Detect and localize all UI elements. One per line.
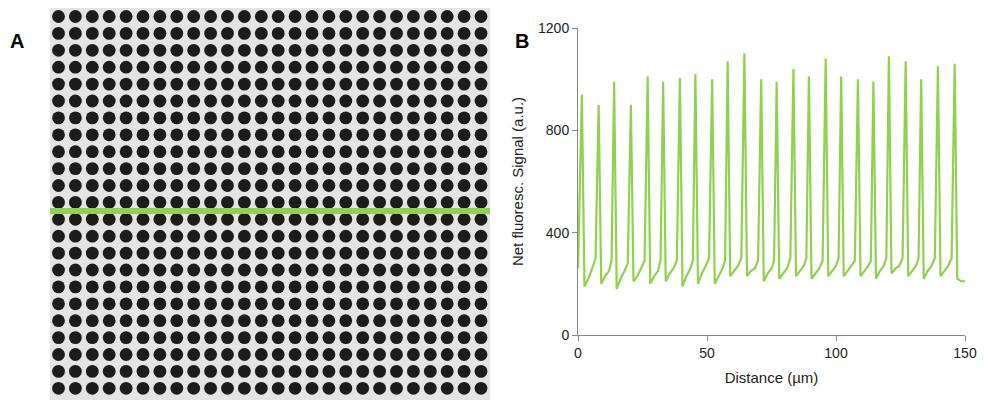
svg-text:100: 100 — [824, 345, 848, 361]
svg-text:400: 400 — [546, 225, 570, 241]
svg-text:150: 150 — [953, 345, 977, 361]
svg-text:800: 800 — [546, 122, 570, 138]
svg-text:0: 0 — [561, 327, 569, 343]
html-text:B: B — [515, 30, 530, 52]
svg-text:50: 50 — [699, 345, 715, 361]
svg-text:0: 0 — [574, 345, 582, 361]
html-text:A: A — [10, 30, 25, 52]
svg-text:1200: 1200 — [538, 20, 569, 36]
svg-text:Net fluoresc. Signal (a.u.): Net fluoresc. Signal (a.u.) — [509, 97, 526, 266]
svg-text:Distance (µm): Distance (µm) — [725, 369, 819, 386]
